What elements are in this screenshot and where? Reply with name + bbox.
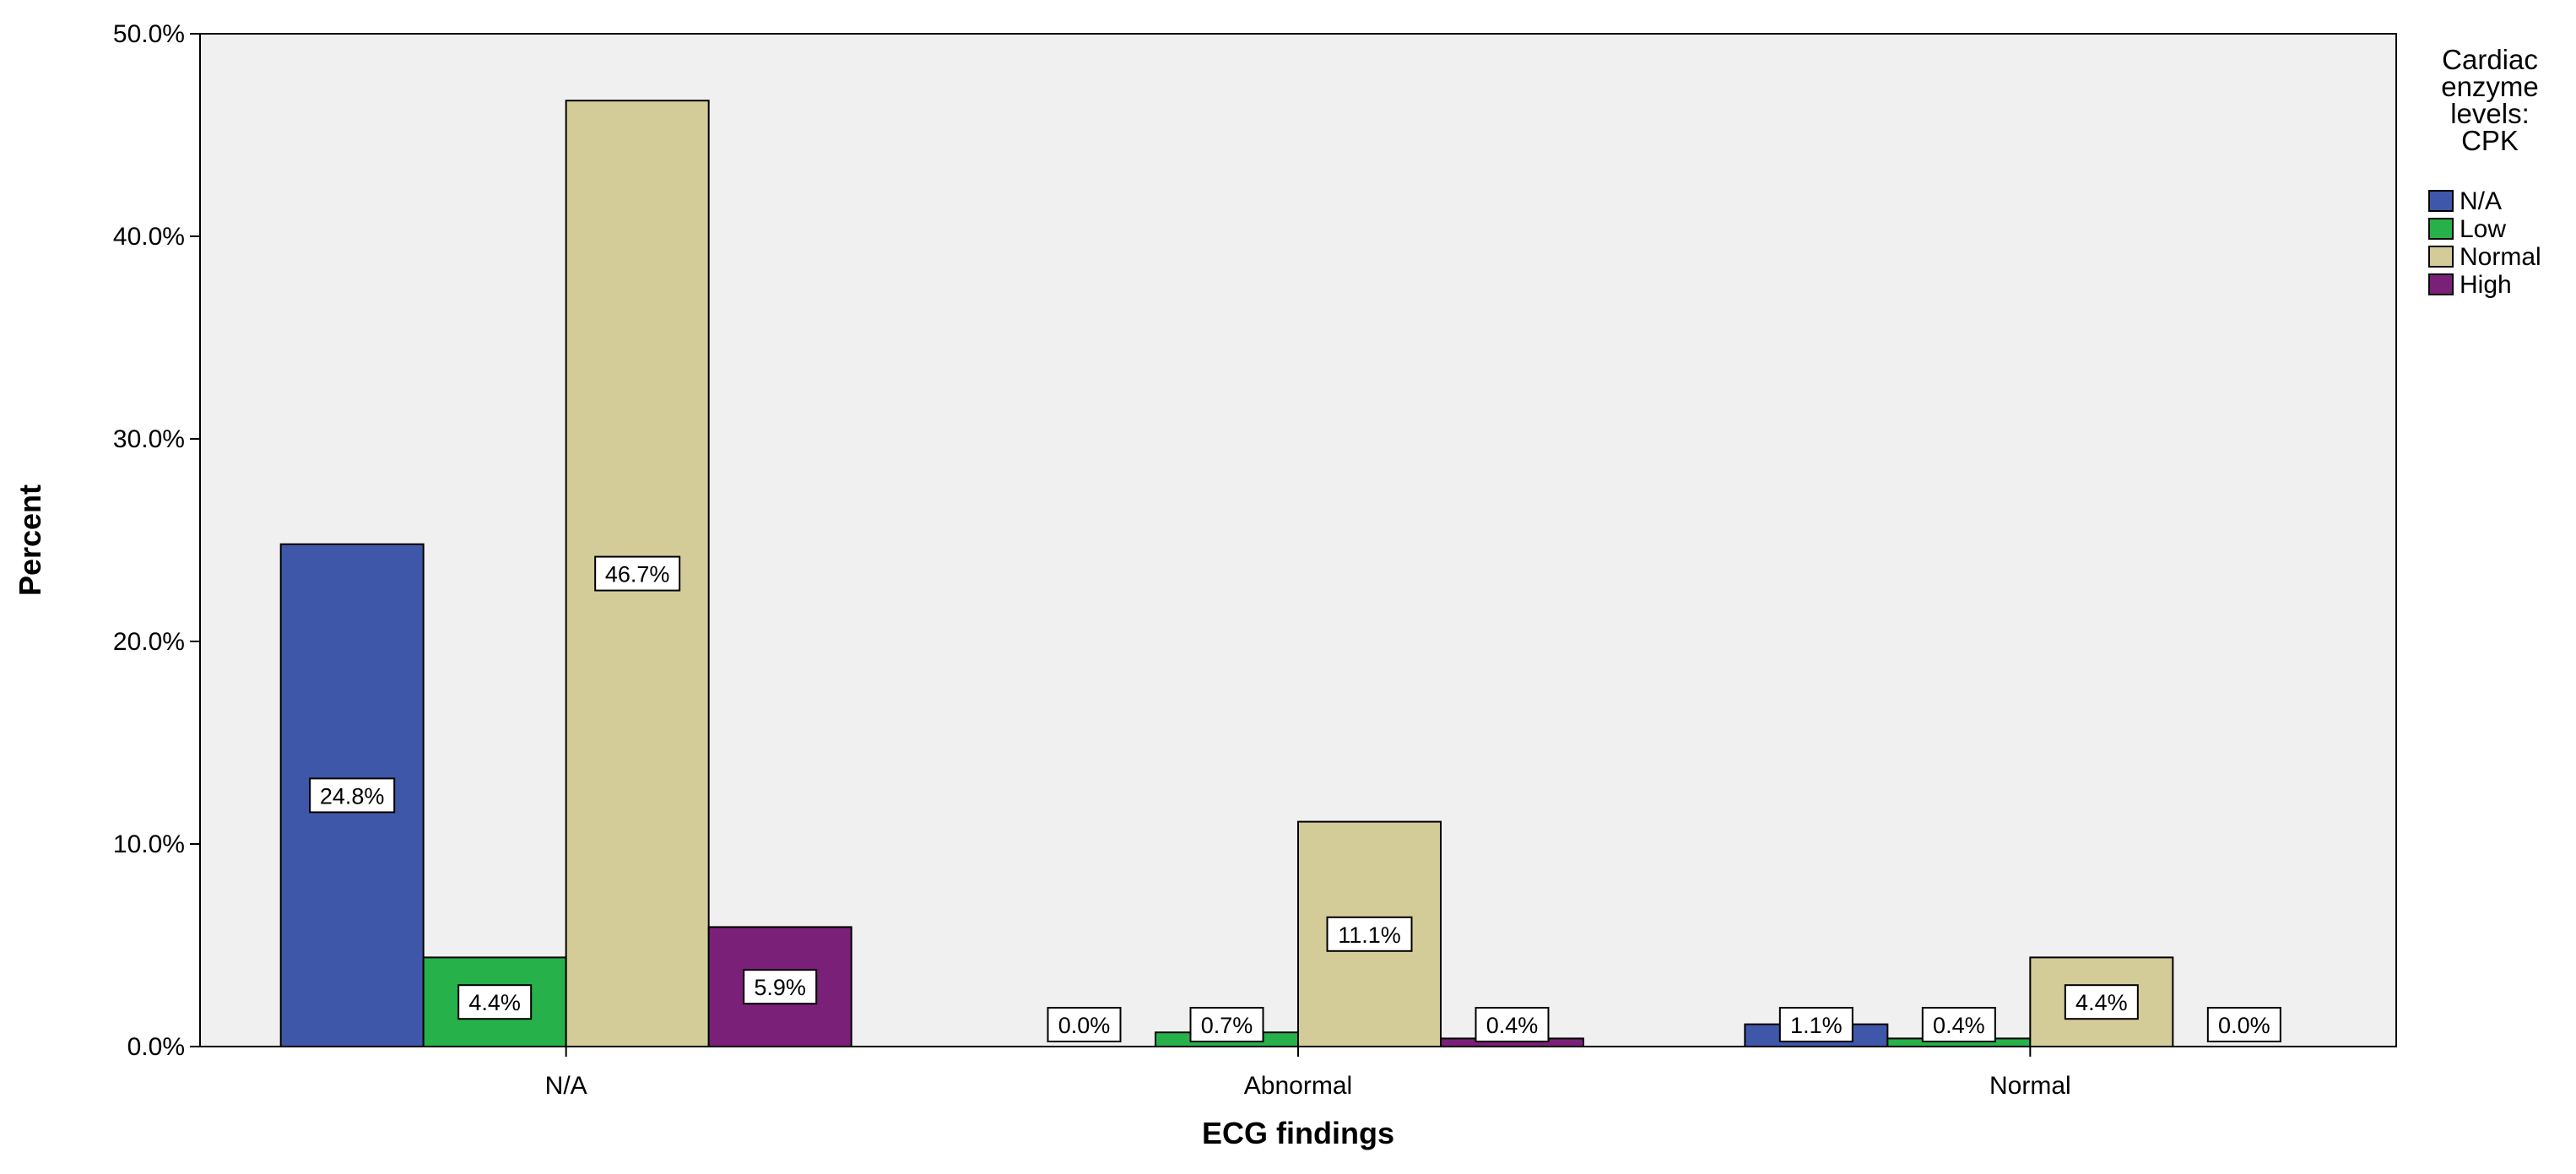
legend-label: High: [2460, 271, 2512, 299]
legend-swatch: [2428, 190, 2454, 212]
data-label: 5.9%: [754, 975, 806, 1000]
data-label-box: [2064, 984, 2139, 1020]
legend-title-line: levels:: [2450, 98, 2530, 129]
legend-title-line: CPK: [2461, 125, 2519, 156]
legend-title-line: enzyme: [2441, 71, 2539, 102]
data-label-box: [1326, 916, 1413, 952]
data-label-box: [1189, 1007, 1264, 1042]
legend-label: Normal: [2460, 243, 2541, 271]
data-label: 11.1%: [1338, 922, 1401, 948]
y-tick-label: 10.0%: [113, 830, 185, 858]
data-label-box: [1047, 1007, 1122, 1042]
legend-swatch: [2428, 246, 2454, 268]
data-label: 0.0%: [1058, 1013, 1111, 1038]
data-label-box: [743, 969, 818, 1005]
x-tick-label: Normal: [1989, 1072, 2071, 1100]
y-axis-ticks: 0.0% 10.0% 20.0% 30.0% 40.0% 50.0%: [113, 20, 200, 1061]
data-labels: 24.8% 4.4% 46.7% 5.9% 0.0% 0.7% 11.1% 0.4% 1.1% 0…: [309, 555, 2281, 1042]
bar: [2029, 956, 2174, 1048]
y-tick-label: 50.0%: [113, 20, 185, 48]
data-label-box: [2206, 1007, 2281, 1042]
data-label: 0.7%: [1201, 1013, 1253, 1038]
data-label-box: [594, 555, 681, 592]
data-label: 24.8%: [320, 783, 385, 809]
legend-label: Low: [2460, 215, 2506, 243]
y-tick-label: 30.0%: [113, 425, 185, 453]
x-axis-title: ECG findings: [1202, 1116, 1394, 1150]
data-label: 4.4%: [468, 990, 521, 1015]
data-label: 46.7%: [605, 562, 670, 587]
data-label-box: [457, 984, 533, 1020]
legend-label: N/A: [2460, 187, 2502, 215]
x-axis-ticks: N/A Abnormal Normal: [545, 1047, 2071, 1100]
y-tick-label: 20.0%: [113, 628, 185, 656]
legend-title-line: Cardiac: [2442, 44, 2538, 75]
x-tick-label: Abnormal: [1244, 1072, 1352, 1100]
data-label: 0.4%: [1486, 1013, 1539, 1038]
bars: [279, 100, 2174, 1048]
data-label: 1.1%: [1790, 1013, 1843, 1038]
y-tick-label: 40.0%: [113, 223, 185, 251]
data-label-box: [1778, 1007, 1854, 1042]
x-tick-label: N/A: [545, 1072, 587, 1100]
data-label-box: [1921, 1007, 1996, 1042]
y-axis-title: Percent: [13, 484, 47, 596]
data-label-box: [1475, 1007, 1550, 1042]
data-label: 0.0%: [2218, 1013, 2270, 1038]
data-label: 4.4%: [2075, 990, 2128, 1015]
legend-swatch: [2428, 273, 2454, 295]
data-label-box: [309, 777, 396, 814]
data-label: 0.4%: [1933, 1013, 1985, 1038]
y-tick-label: 0.0%: [127, 1033, 185, 1061]
legend-swatch: [2428, 218, 2454, 240]
